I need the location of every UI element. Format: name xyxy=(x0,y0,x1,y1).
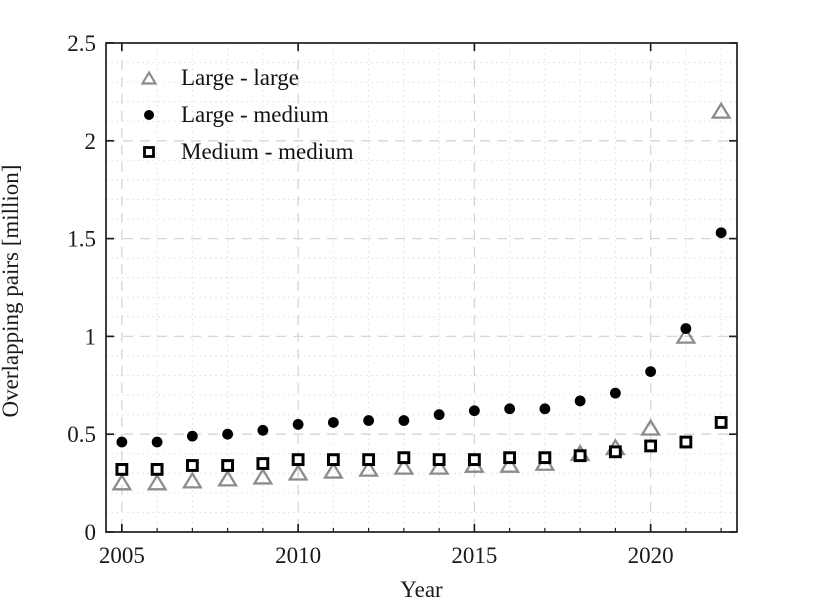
data-point-circle xyxy=(151,436,163,448)
data-point-square xyxy=(397,451,411,465)
data-point-square xyxy=(150,463,164,476)
x-tick-label: 2020 xyxy=(628,543,674,568)
data-point-square xyxy=(256,457,270,470)
data-point-circle xyxy=(504,403,516,415)
data-point-circle xyxy=(292,419,304,430)
data-point-square xyxy=(362,453,376,467)
legend-item-medium-medium: Medium - medium xyxy=(136,133,353,170)
data-point-circle xyxy=(222,428,234,440)
legend-item-large-medium: Large - medium xyxy=(136,96,353,133)
data-point-square xyxy=(644,439,658,453)
data-point-circle xyxy=(645,366,657,378)
legend-label: Medium - medium xyxy=(181,138,354,164)
data-point-square xyxy=(538,451,552,465)
y-tick-label: 1 xyxy=(85,324,97,349)
x-tick-label: 2010 xyxy=(275,543,321,568)
data-point-square xyxy=(185,459,199,472)
data-point-triangle xyxy=(675,326,697,344)
data-point-square xyxy=(714,416,728,429)
data-point-circle xyxy=(680,323,692,334)
data-point-triangle xyxy=(181,471,203,489)
y-tick-label: 0.5 xyxy=(67,422,96,447)
data-point-circle xyxy=(609,387,621,399)
data-point-square xyxy=(573,449,587,463)
data-point-circle xyxy=(363,415,375,426)
data-point-circle xyxy=(186,430,198,442)
data-point-triangle xyxy=(111,473,133,491)
y-tick-label: 2 xyxy=(85,129,97,154)
data-point-square xyxy=(115,463,129,476)
x-tick-label: 2005 xyxy=(99,543,145,568)
data-point-circle xyxy=(116,436,128,448)
legend: Large - large Large - medium Medium - me… xyxy=(136,59,353,170)
data-point-triangle xyxy=(710,101,732,119)
data-point-square xyxy=(326,453,340,467)
x-axis-label: Year xyxy=(400,577,443,602)
data-point-square xyxy=(291,453,305,467)
data-point-square xyxy=(679,435,693,449)
data-point-square xyxy=(432,453,446,467)
y-tick-label: 2.5 xyxy=(67,31,96,56)
data-point-circle xyxy=(539,403,551,415)
data-point-square xyxy=(221,459,235,472)
data-point-circle xyxy=(257,424,269,436)
data-point-triangle xyxy=(428,457,450,475)
data-point-triangle xyxy=(146,473,168,491)
data-point-circle xyxy=(574,395,586,407)
circle-filled-marker-icon xyxy=(136,106,162,124)
y-tick-label: 1.5 xyxy=(67,227,96,252)
data-point-triangle xyxy=(640,418,662,436)
data-point-triangle xyxy=(499,455,521,473)
square-open-marker-icon xyxy=(136,143,162,161)
x-tick-label: 2015 xyxy=(451,543,497,568)
data-point-circle xyxy=(327,417,339,428)
data-point-square xyxy=(467,453,481,467)
data-point-circle xyxy=(433,409,445,421)
data-point-square xyxy=(608,445,622,459)
data-point-circle xyxy=(715,227,727,239)
legend-label: Large - medium xyxy=(181,101,329,127)
triangle-open-marker-icon xyxy=(136,69,162,87)
legend-label: Large - large xyxy=(181,64,299,90)
axis-box xyxy=(105,42,738,533)
data-point-circle xyxy=(398,415,410,426)
y-axis-label: Overlapping pairs [million] xyxy=(0,164,23,418)
data-point-triangle xyxy=(217,469,239,487)
data-point-square xyxy=(503,451,517,465)
data-point-triangle xyxy=(322,461,344,479)
data-point-circle xyxy=(468,405,480,417)
data-point-triangle xyxy=(252,467,274,485)
legend-item-large-large: Large - large xyxy=(136,59,353,96)
data-point-triangle xyxy=(287,463,309,481)
y-tick-label: 0 xyxy=(85,520,97,545)
data-point-triangle xyxy=(358,459,380,477)
data-point-triangle xyxy=(393,457,415,475)
